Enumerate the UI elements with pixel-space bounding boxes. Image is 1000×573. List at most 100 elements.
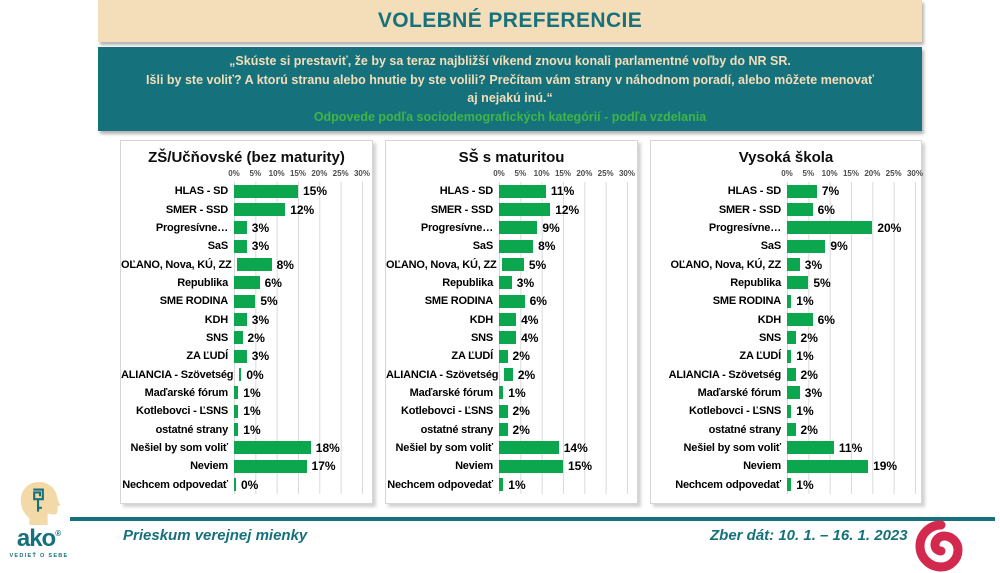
bar-cell: 6% [787,203,835,217]
value-label: 3% [516,275,535,290]
chart-row: Neviem 19% [651,457,921,475]
value-label: 6% [529,294,547,309]
axis-ticks: 0% 5% 10% 15% 20% 25% 30% [228,169,370,181]
value-label: 3% [804,257,823,272]
value-label: 2% [512,404,530,419]
bar [499,459,563,473]
bar [787,313,813,327]
bar [234,423,239,437]
axis-tick-label: 0% [493,169,505,178]
footer-survey-label: Prieskum verejnej mienky [123,527,308,544]
chart-row: Nešiel by som voliť 11% [651,439,921,457]
value-label: 19% [873,459,898,474]
axis-tick-label: 15% [289,169,306,178]
party-label: SNS [470,331,493,344]
bar [787,294,792,308]
party-label: SMER - SSD [430,203,493,216]
value-label: 8% [538,239,556,254]
value-label: 2% [800,422,818,437]
axis-tick-label: 30% [906,169,923,178]
bar [499,423,508,437]
party-label: Nešiel by som voliť [395,441,494,454]
bar [787,386,800,400]
bar [499,203,551,217]
question-line-1: „Skúste si prestaviť, že by sa teraz naj… [229,54,791,68]
chart-row: OĽANO, Nova, KÚ, ZZ 5% [386,255,637,273]
bar [499,404,508,418]
chart-row: Nechcem odpovedať 0% [121,476,372,494]
chart-row: ZA ĽUDÍ 2% [386,347,637,365]
question-line-3: aj nejakú inú.“ [467,91,553,105]
bar-cell: 2% [499,423,530,437]
axis-tick-label: 0% [781,169,793,178]
footer-date-range: Zber dát: 10. 1. – 16. 1. 2023 [710,527,908,544]
party-label: Republika [177,276,228,289]
party-label: Progresívne… [420,221,493,234]
axis-tick-label: 30% [353,169,370,178]
value-label: 9% [830,239,848,254]
bar-cell: 2% [787,331,818,345]
chart-row: Progresívne… 20% [651,219,921,237]
bar-cell: 11% [499,184,574,198]
party-label: Kotlebovci - ĽSNS [401,405,493,418]
chart-row: SME RODINA 6% [386,292,637,310]
chart-title: SŠ s maturitou [458,149,565,166]
bar [234,221,247,235]
party-label: KDH [204,313,228,326]
bar [787,221,873,235]
party-label: Nešiel by som voliť [130,441,229,454]
bar-chart: 0% 5% 10% 15% 20% 25% 30% HLAS - SD 11% SMER - S… [386,169,637,499]
chart-row: SME RODINA 1% [651,292,921,310]
chart-row: SNS 2% [121,329,372,347]
chart-row: SMER - SSD 12% [386,200,637,218]
bar [234,294,256,308]
bar-cell: 18% [234,441,340,455]
party-label: Nechcem odpovedať [675,478,781,491]
bar [234,349,247,363]
value-label: 3% [251,239,270,254]
chart-row: Republika 5% [651,274,921,292]
value-label: 6% [817,312,835,327]
chart-row: Republika 6% [121,274,372,292]
party-label: Progresívne… [708,221,781,234]
bar [787,441,834,455]
bar-cell: 9% [499,221,560,235]
chart-row: HLAS - SD 7% [651,182,921,200]
chart-rows: HLAS - SD 11% SMER - SSD 12% Progresívne… 9% S… [386,182,637,494]
party-label: SME RODINA [712,295,781,308]
axis-tick-label: 20% [576,169,593,178]
chart-row: ALIANCIA - Szövetség 2% [651,365,921,383]
party-label: ostatné strany [155,423,229,436]
party-label: ALIANCIA - Szövetség [121,368,234,381]
value-label: 8% [276,257,294,272]
party-label: SME RODINA [159,295,228,308]
chart-row: Kotlebovci - ĽSNS 1% [651,402,921,420]
bar-cell: 12% [234,203,314,217]
bar-cell: 5% [787,276,831,290]
chart-row: SME RODINA 5% [121,292,372,310]
bar [499,294,525,308]
chart-row: KDH 4% [386,310,637,328]
bar-cell: 19% [787,459,897,473]
party-label: ALIANCIA - Szövetség [668,368,782,381]
bar [787,203,813,217]
bar-cell: 11% [787,441,862,455]
chart-row: SNS 4% [386,329,637,347]
party-label: SaS [472,240,493,253]
value-label: 4% [521,330,539,345]
chart-row: Nechcem odpovedať 1% [386,476,637,494]
value-label: 5% [813,275,831,290]
head-profile-icon [20,481,61,525]
footer-divider [70,517,995,521]
bar [504,368,513,382]
value-label: 3% [251,349,270,364]
axis-tick-label: 25% [332,169,349,178]
value-label: 5% [528,257,547,272]
bar-cell: 1% [787,349,814,363]
party-label: Progresívne… [155,221,228,234]
bar [499,441,559,455]
chart-row: KDH 6% [651,310,921,328]
chart-row: OĽANO, Nova, KÚ, ZZ 3% [651,255,921,273]
party-label: SME RODINA [424,295,493,308]
party-label: Republika [442,276,493,289]
